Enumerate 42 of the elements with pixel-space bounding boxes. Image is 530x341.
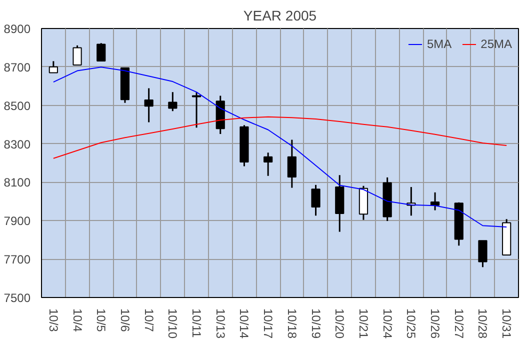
candlestick	[311, 184, 320, 216]
x-tick-label: 10/21	[356, 308, 370, 339]
y-tick-label: 7700	[4, 252, 31, 267]
candlestick	[287, 139, 296, 189]
x-tick-label: 10/18	[284, 308, 299, 339]
candlestick	[72, 44, 82, 66]
y-tick-label: 8900	[4, 22, 31, 36]
y-tick-label: 7900	[4, 214, 31, 228]
x-tick-label: 10/5	[94, 308, 108, 332]
x-tick-label: 10/6	[118, 308, 132, 332]
candlestick	[144, 88, 154, 124]
x-tick-label: 10/13	[213, 308, 228, 339]
x-tick-label: 10/26	[428, 308, 442, 339]
x-tick-label: 10/10	[166, 308, 180, 339]
y-tick-label: 8300	[4, 137, 31, 152]
legend-label: 25MA	[480, 37, 512, 51]
x-tick-label: 10/7	[142, 308, 156, 332]
x-tick-label: 10/24	[380, 308, 394, 339]
candlestick	[430, 192, 440, 212]
legend-label: 5MA	[426, 37, 452, 51]
x-tick-label: 10/14	[237, 308, 252, 339]
x-tick-label: 10/20	[332, 308, 347, 339]
x-tick-label: 10/25	[404, 308, 418, 339]
y-tick-label: 8500	[4, 98, 31, 113]
candlestick	[96, 42, 106, 62]
y-tick-label: 8700	[4, 60, 31, 74]
chart-title: YEAR 2005	[243, 8, 317, 24]
candlestick	[168, 91, 178, 112]
y-tick-label: 8100	[4, 176, 31, 190]
x-tick-label: 10/19	[308, 308, 323, 339]
line-series	[52, 116, 508, 159]
candlestick	[264, 152, 273, 177]
candlestick	[478, 240, 488, 268]
candlestick	[48, 60, 58, 74]
x-tick-label: 10/27	[452, 308, 466, 339]
x-tick-label: 10/28	[476, 308, 490, 339]
x-tick-label: 10/31	[500, 308, 514, 339]
x-tick-label: 10/3	[46, 308, 60, 332]
x-tick-label: 10/17	[261, 308, 276, 339]
x-tick-label: 10/4	[70, 308, 84, 332]
y-tick-label: 7500	[4, 291, 31, 305]
x-tick-label: 10/11	[190, 308, 204, 338]
